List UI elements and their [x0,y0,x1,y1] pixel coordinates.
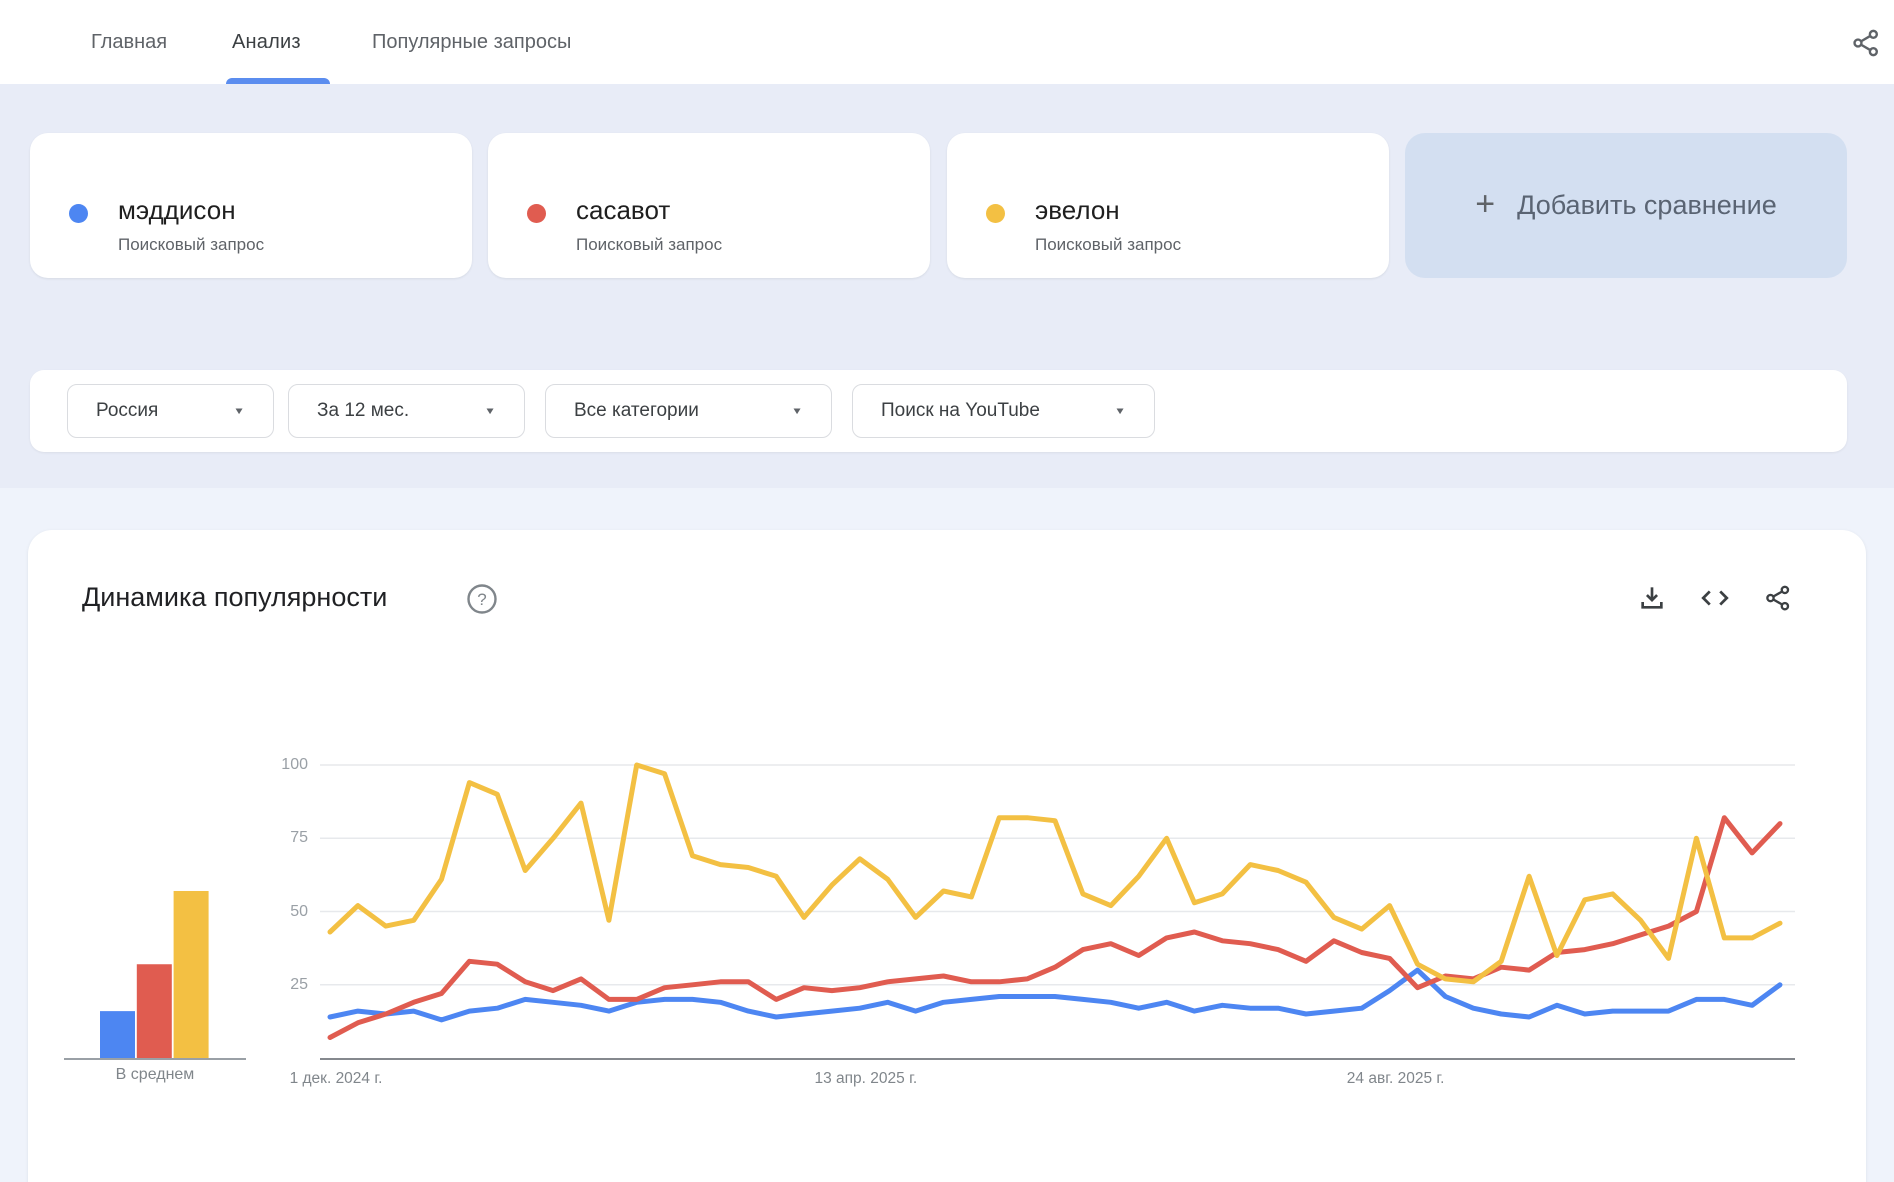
share-icon[interactable] [1846,23,1886,63]
filter-timerange-dropdown[interactable]: За 12 мес. ▼ [288,384,525,438]
filter-bar: Россия ▼ За 12 мес. ▼ Все категории ▼ По… [30,370,1847,452]
embed-code-icon[interactable] [1697,580,1733,616]
query-term: мэддисон [118,195,236,225]
average-bars-label: В среднем [115,1066,195,1083]
add-comparison-button[interactable]: + Добавить сравнение [1405,133,1847,278]
y-tick-25: 25 [290,975,308,993]
chart-title: Динамика популярности [82,582,388,612]
add-comparison-label: Добавить сравнение [1517,190,1777,220]
filter-region-value: Россия [96,400,159,421]
query-card-evelon[interactable]: эвелон Поисковый запрос [947,133,1389,278]
help-icon[interactable]: ? [466,583,498,615]
tab-trending[interactable]: Популярные запросы [372,30,572,53]
chevron-down-icon: ▼ [791,405,803,417]
x-tick-0: 1 дек. 2024 г. [289,1070,383,1087]
active-tab-underline [226,78,330,84]
chart-plot-area[interactable] [320,745,1795,1060]
download-icon[interactable] [1634,580,1670,616]
filter-region-dropdown[interactable]: Россия ▼ [67,384,274,438]
query-term: эвелон [1035,195,1120,225]
y-tick-100: 100 [281,756,308,773]
series-color-dot-red [527,204,546,223]
filter-category-dropdown[interactable]: Все категории ▼ [545,384,832,438]
series-color-dot-blue [69,204,88,223]
query-card-maddison[interactable]: мэддисон Поисковый запрос [30,133,472,278]
x-tick-1: 13 апр. 2025 г. [814,1070,918,1087]
chevron-down-icon: ▼ [484,405,496,417]
query-type-label: Поисковый запрос [1035,235,1182,254]
query-type-label: Поисковый запрос [118,235,265,254]
chart-share-icon[interactable] [1760,580,1796,616]
filter-searchtype-dropdown[interactable]: Поиск на YouTube ▼ [852,384,1155,438]
tab-explore[interactable]: Анализ [232,30,301,53]
y-tick-75: 75 [290,829,308,847]
chevron-down-icon: ▼ [233,405,245,417]
svg-text:?: ? [477,590,486,609]
query-term: сасавот [576,195,671,225]
filter-searchtype-value: Поиск на YouTube [881,400,1040,421]
query-card-sasavot[interactable]: сасавот Поисковый запрос [488,133,930,278]
filter-category-value: Все категории [574,400,699,421]
y-tick-50: 50 [290,902,308,920]
top-navigation-bar: Главная Анализ Популярные запросы [0,0,1894,84]
query-type-label: Поисковый запрос [576,235,723,254]
chevron-down-icon: ▼ [1114,405,1126,417]
plus-icon: + [1475,185,1496,223]
tab-home[interactable]: Главная [91,30,168,53]
filter-timerange-value: За 12 мес. [317,400,410,421]
x-tick-2: 24 авг. 2025 г. [1346,1070,1445,1087]
series-color-dot-yellow [986,204,1005,223]
